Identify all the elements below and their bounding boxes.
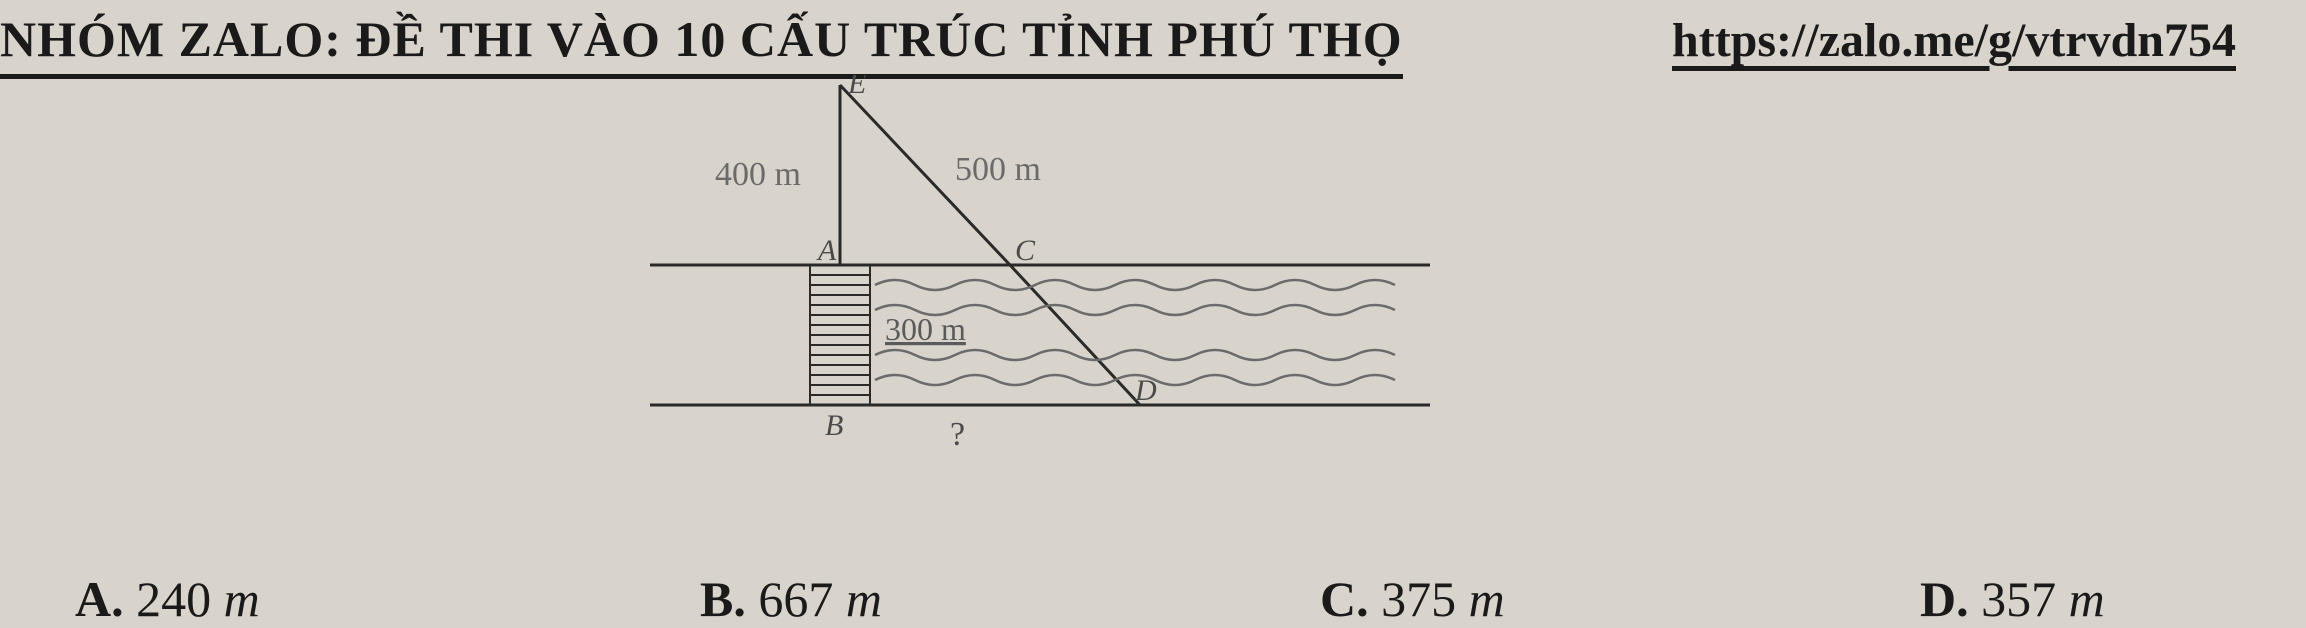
point-label-E: E — [847, 75, 866, 100]
length-AB: 300 m — [885, 311, 966, 347]
answer-letter-D: D. — [1920, 571, 1969, 627]
answer-letter-A: A. — [75, 571, 124, 627]
answer-choice-A: A. 240 m — [75, 570, 260, 628]
length-EA: 400 m — [715, 156, 801, 193]
page-header: NHÓM ZALO: ĐỀ THI VÀO 10 CẤU TRÚC TỈNH P… — [0, 0, 2306, 87]
unknown-mark: ? — [950, 416, 965, 453]
group-title: NHÓM ZALO: ĐỀ THI VÀO 10 CẤU TRÚC TỈNH P… — [0, 10, 1403, 79]
answer-value-A: 240 — [136, 571, 211, 627]
answer-value-D: 357 — [1981, 571, 2056, 627]
answer-unit-C: m — [1469, 571, 1505, 627]
point-label-A: A — [816, 234, 837, 267]
diagram-svg: E A C B D 400 m 500 m 300 m ? — [610, 75, 1460, 475]
answer-choice-C: C. 375 m — [1320, 570, 1505, 628]
point-label-D: D — [1134, 374, 1157, 407]
answer-choice-D: D. 357 m — [1920, 570, 2105, 628]
zalo-link[interactable]: https://zalo.me/g/vtrvdn754 — [1672, 13, 2236, 68]
geometry-diagram: E A C B D 400 m 500 m 300 m ? — [610, 75, 1460, 475]
answer-value-B: 667 — [758, 571, 833, 627]
answer-unit-A: m — [224, 571, 260, 627]
answer-unit-D: m — [2069, 571, 2105, 627]
point-label-B: B — [825, 409, 843, 442]
answer-letter-B: B. — [700, 571, 746, 627]
point-label-C: C — [1015, 234, 1036, 267]
answer-unit-B: m — [846, 571, 882, 627]
length-EC: 500 m — [955, 151, 1041, 188]
answer-letter-C: C. — [1320, 571, 1369, 627]
answer-choice-B: B. 667 m — [700, 570, 882, 628]
answer-value-C: 375 — [1381, 571, 1456, 627]
pier-hatching — [810, 275, 870, 395]
